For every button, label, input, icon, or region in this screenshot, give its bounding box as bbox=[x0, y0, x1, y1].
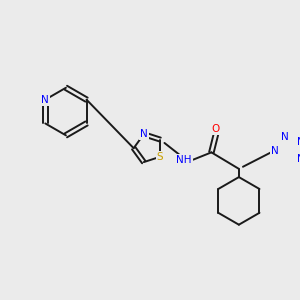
Text: N: N bbox=[140, 129, 148, 139]
Text: N: N bbox=[297, 137, 300, 147]
Text: N: N bbox=[41, 95, 49, 105]
Text: NH: NH bbox=[176, 155, 192, 165]
Text: N: N bbox=[281, 132, 289, 142]
Text: O: O bbox=[212, 124, 220, 134]
Text: S: S bbox=[157, 152, 164, 162]
Text: N: N bbox=[297, 154, 300, 164]
Text: N: N bbox=[271, 146, 278, 155]
